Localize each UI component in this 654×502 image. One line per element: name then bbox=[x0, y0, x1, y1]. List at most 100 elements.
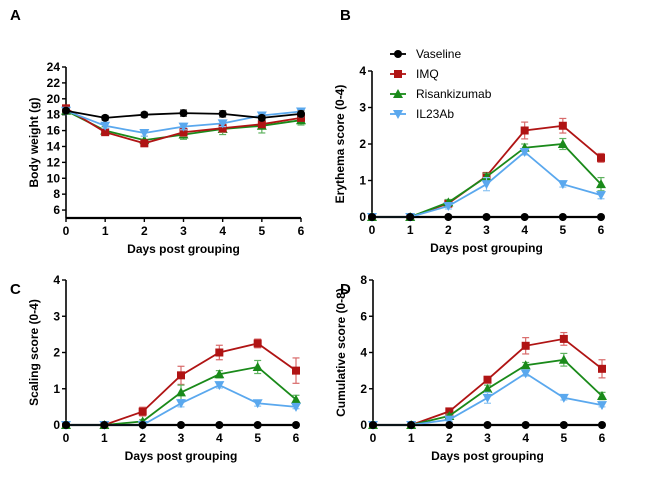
data-point bbox=[597, 153, 605, 162]
data-point bbox=[297, 109, 305, 118]
legend: Vaseline IMQ Risankizumab IL23Ab bbox=[390, 47, 492, 121]
panel-b: B 0 1 2 3 4 0 1 2 3 4 5 6 Days post grouping Erythema … bbox=[333, 7, 606, 255]
series-risankizumab bbox=[368, 352, 607, 429]
x-tick-label: 0 bbox=[63, 431, 70, 445]
panel-c: C 0 1 2 3 4 0 1 2 3 4 5 6 Days post grouping Scaling s… bbox=[10, 273, 301, 463]
data-point bbox=[519, 148, 530, 158]
legend-item: IL23Ab bbox=[390, 107, 454, 121]
y-tick-label: 2 bbox=[53, 346, 60, 360]
data-point bbox=[292, 366, 300, 375]
data-point bbox=[598, 364, 606, 373]
y-axis-title: Cumulative score (0-8) bbox=[334, 288, 348, 417]
data-point bbox=[176, 387, 186, 397]
x-tick-label: 5 bbox=[560, 431, 567, 445]
data-point bbox=[597, 391, 607, 400]
data-point bbox=[253, 421, 262, 429]
y-tick-label: 14 bbox=[47, 139, 61, 153]
x-tick-label: 4 bbox=[521, 223, 528, 237]
data-point bbox=[177, 371, 185, 380]
panel-label: D bbox=[340, 281, 351, 298]
y-axis-title: Scaling score (0-4) bbox=[27, 299, 41, 406]
data-point bbox=[598, 421, 606, 429]
data-point bbox=[139, 128, 150, 138]
data-point bbox=[138, 407, 147, 416]
legend-marker bbox=[394, 70, 402, 78]
legend-label: Vaseline bbox=[416, 47, 461, 61]
data-point bbox=[214, 381, 225, 391]
data-point bbox=[178, 122, 189, 132]
data-point bbox=[62, 106, 70, 115]
y-tick-label: 18 bbox=[47, 108, 61, 122]
data-point bbox=[179, 128, 188, 137]
x-axis-title: Days post grouping bbox=[125, 449, 238, 463]
data-point bbox=[101, 113, 110, 122]
legend-marker bbox=[394, 50, 402, 58]
x-tick-label: 4 bbox=[216, 431, 223, 445]
y-tick-label: 6 bbox=[53, 203, 60, 217]
data-point bbox=[217, 119, 228, 129]
data-point bbox=[100, 421, 109, 429]
legend-item: IMQ bbox=[390, 67, 439, 81]
series-vaseline bbox=[369, 421, 606, 429]
data-point bbox=[62, 421, 70, 429]
data-point bbox=[521, 421, 530, 429]
data-point bbox=[252, 399, 263, 409]
x-tick-label: 1 bbox=[101, 431, 108, 445]
data-point bbox=[176, 399, 186, 409]
series-vaseline bbox=[62, 106, 305, 122]
data-point bbox=[444, 415, 455, 425]
data-point bbox=[558, 393, 569, 403]
x-tick-label: 3 bbox=[180, 224, 187, 238]
data-point bbox=[406, 213, 415, 221]
data-point bbox=[140, 110, 149, 119]
legend-item: Vaseline bbox=[390, 47, 461, 61]
data-point bbox=[257, 120, 266, 129]
panel-label: C bbox=[10, 281, 21, 298]
y-axis-title: Erythema score (0-4) bbox=[333, 85, 347, 204]
data-point bbox=[596, 179, 606, 189]
x-tick-label: 6 bbox=[598, 223, 605, 237]
x-tick-label: 3 bbox=[483, 223, 490, 237]
x-axis-title: Days post grouping bbox=[430, 241, 543, 255]
data-point bbox=[291, 394, 301, 404]
data-point bbox=[559, 421, 568, 429]
legend-marker bbox=[393, 110, 403, 119]
y-tick-label: 24 bbox=[47, 60, 61, 74]
data-point bbox=[257, 113, 266, 122]
x-axis-title: Days post grouping bbox=[127, 242, 240, 256]
x-tick-label: 5 bbox=[559, 223, 566, 237]
y-tick-label: 4 bbox=[53, 273, 60, 287]
y-tick-label: 3 bbox=[359, 101, 366, 115]
data-point bbox=[368, 213, 376, 221]
x-tick-label: 2 bbox=[141, 224, 148, 238]
data-point bbox=[596, 191, 606, 201]
data-point bbox=[291, 402, 301, 412]
x-tick-label: 1 bbox=[408, 431, 415, 445]
panel-label: B bbox=[340, 7, 351, 24]
data-point bbox=[520, 126, 529, 135]
series-il23ab bbox=[367, 148, 606, 222]
data-point bbox=[482, 213, 491, 221]
data-point bbox=[407, 421, 416, 429]
legend-label: IMQ bbox=[416, 67, 439, 81]
data-point bbox=[557, 139, 568, 148]
x-tick-label: 6 bbox=[599, 431, 606, 445]
y-tick-label: 1 bbox=[53, 382, 60, 396]
y-tick-label: 1 bbox=[359, 174, 366, 188]
data-point bbox=[482, 383, 493, 393]
x-tick-label: 2 bbox=[445, 223, 452, 237]
data-point bbox=[520, 213, 529, 221]
x-tick-label: 0 bbox=[369, 223, 376, 237]
series-imq bbox=[368, 117, 605, 221]
x-tick-label: 2 bbox=[446, 431, 453, 445]
series-imq bbox=[369, 331, 606, 429]
series-line bbox=[372, 124, 602, 218]
legend-label: IL23Ab bbox=[416, 107, 454, 121]
y-tick-label: 6 bbox=[360, 309, 367, 323]
data-point bbox=[214, 369, 225, 379]
series-vaseline bbox=[368, 213, 605, 221]
x-tick-label: 3 bbox=[178, 431, 185, 445]
data-point bbox=[483, 421, 492, 429]
data-point bbox=[557, 180, 568, 190]
